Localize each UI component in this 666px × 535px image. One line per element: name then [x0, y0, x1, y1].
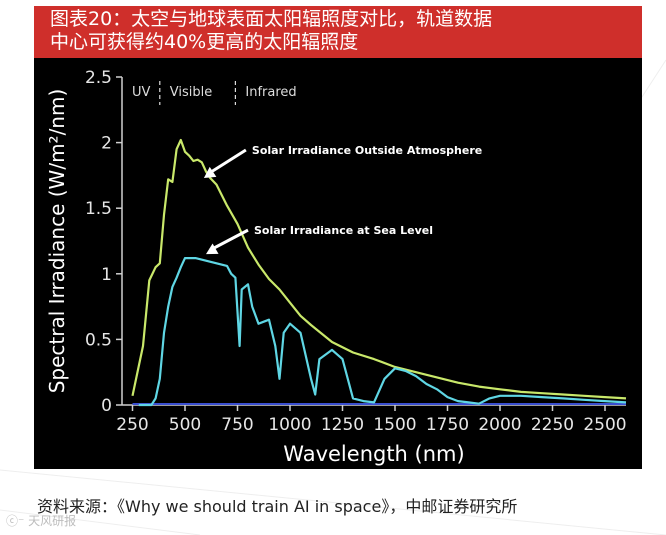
annotation-arrow — [207, 148, 247, 176]
spectral-irradiance-chart: 0 0.5 1 1.5 2 2.5 250 500 750 1000 1250 1500 1750 200… — [45, 68, 627, 466]
x-tick-label: 1500 — [373, 415, 416, 435]
x-tick-label: 1000 — [268, 415, 311, 435]
source-note: 资料来源：《Why we should train AI in space》，中… — [37, 497, 518, 516]
annotation-arrowhead — [203, 166, 217, 179]
figure-title-line-1: 图表20：太空与地球表面太阳辐照度对比，轨道数据 — [50, 8, 493, 30]
x-tick-label: 2000 — [478, 415, 521, 435]
watermark: ⓒ⁻ 天风研报 — [6, 514, 77, 528]
y-tick-label: 1 — [101, 265, 112, 285]
annotation-arrow — [209, 228, 249, 252]
region-label: UV — [132, 85, 151, 100]
x-tick-label: 750 — [221, 415, 253, 435]
y-tick-label: 1.5 — [85, 199, 112, 219]
y-tick-label: 0 — [101, 396, 112, 416]
region-label: Visible — [170, 85, 212, 100]
x-tick-label: 500 — [169, 415, 201, 435]
annotation-arrowhead — [206, 243, 219, 255]
y-tick-label: 2 — [101, 134, 112, 154]
x-tick-label: 1750 — [426, 415, 469, 435]
figure-title: 图表20：太空与地球表面太阳辐照度对比，轨道数据 中心可获得约40%更高的太阳辐… — [34, 6, 642, 58]
series-outside-atmosphere-line — [131, 138, 627, 400]
y-axis-label: Spectral Irradiance (W/m²/nm) — [45, 89, 69, 394]
x-tick-label: 2250 — [531, 415, 574, 435]
series-sea-level-line — [138, 257, 627, 407]
x-tick-label: 2500 — [583, 415, 626, 435]
annotation-label: Solar Irradiance at Sea Level — [254, 224, 433, 237]
chart-panel: 0 0.5 1 1.5 2 2.5 250 500 750 1000 1250 1500 1750 200… — [34, 58, 642, 469]
x-tick-label: 1250 — [321, 415, 364, 435]
annotation-label: Solar Irradiance Outside Atmosphere — [252, 144, 482, 157]
figure-title-line-2: 中心可获得约40%更高的太阳辐照度 — [50, 31, 359, 53]
region-label: Infrared — [245, 85, 296, 100]
x-tick-label: 250 — [116, 415, 148, 435]
y-tick-label: 0.5 — [85, 330, 112, 350]
x-axis-label: Wavelength (nm) — [283, 442, 464, 466]
y-tick-label: 2.5 — [85, 68, 112, 88]
